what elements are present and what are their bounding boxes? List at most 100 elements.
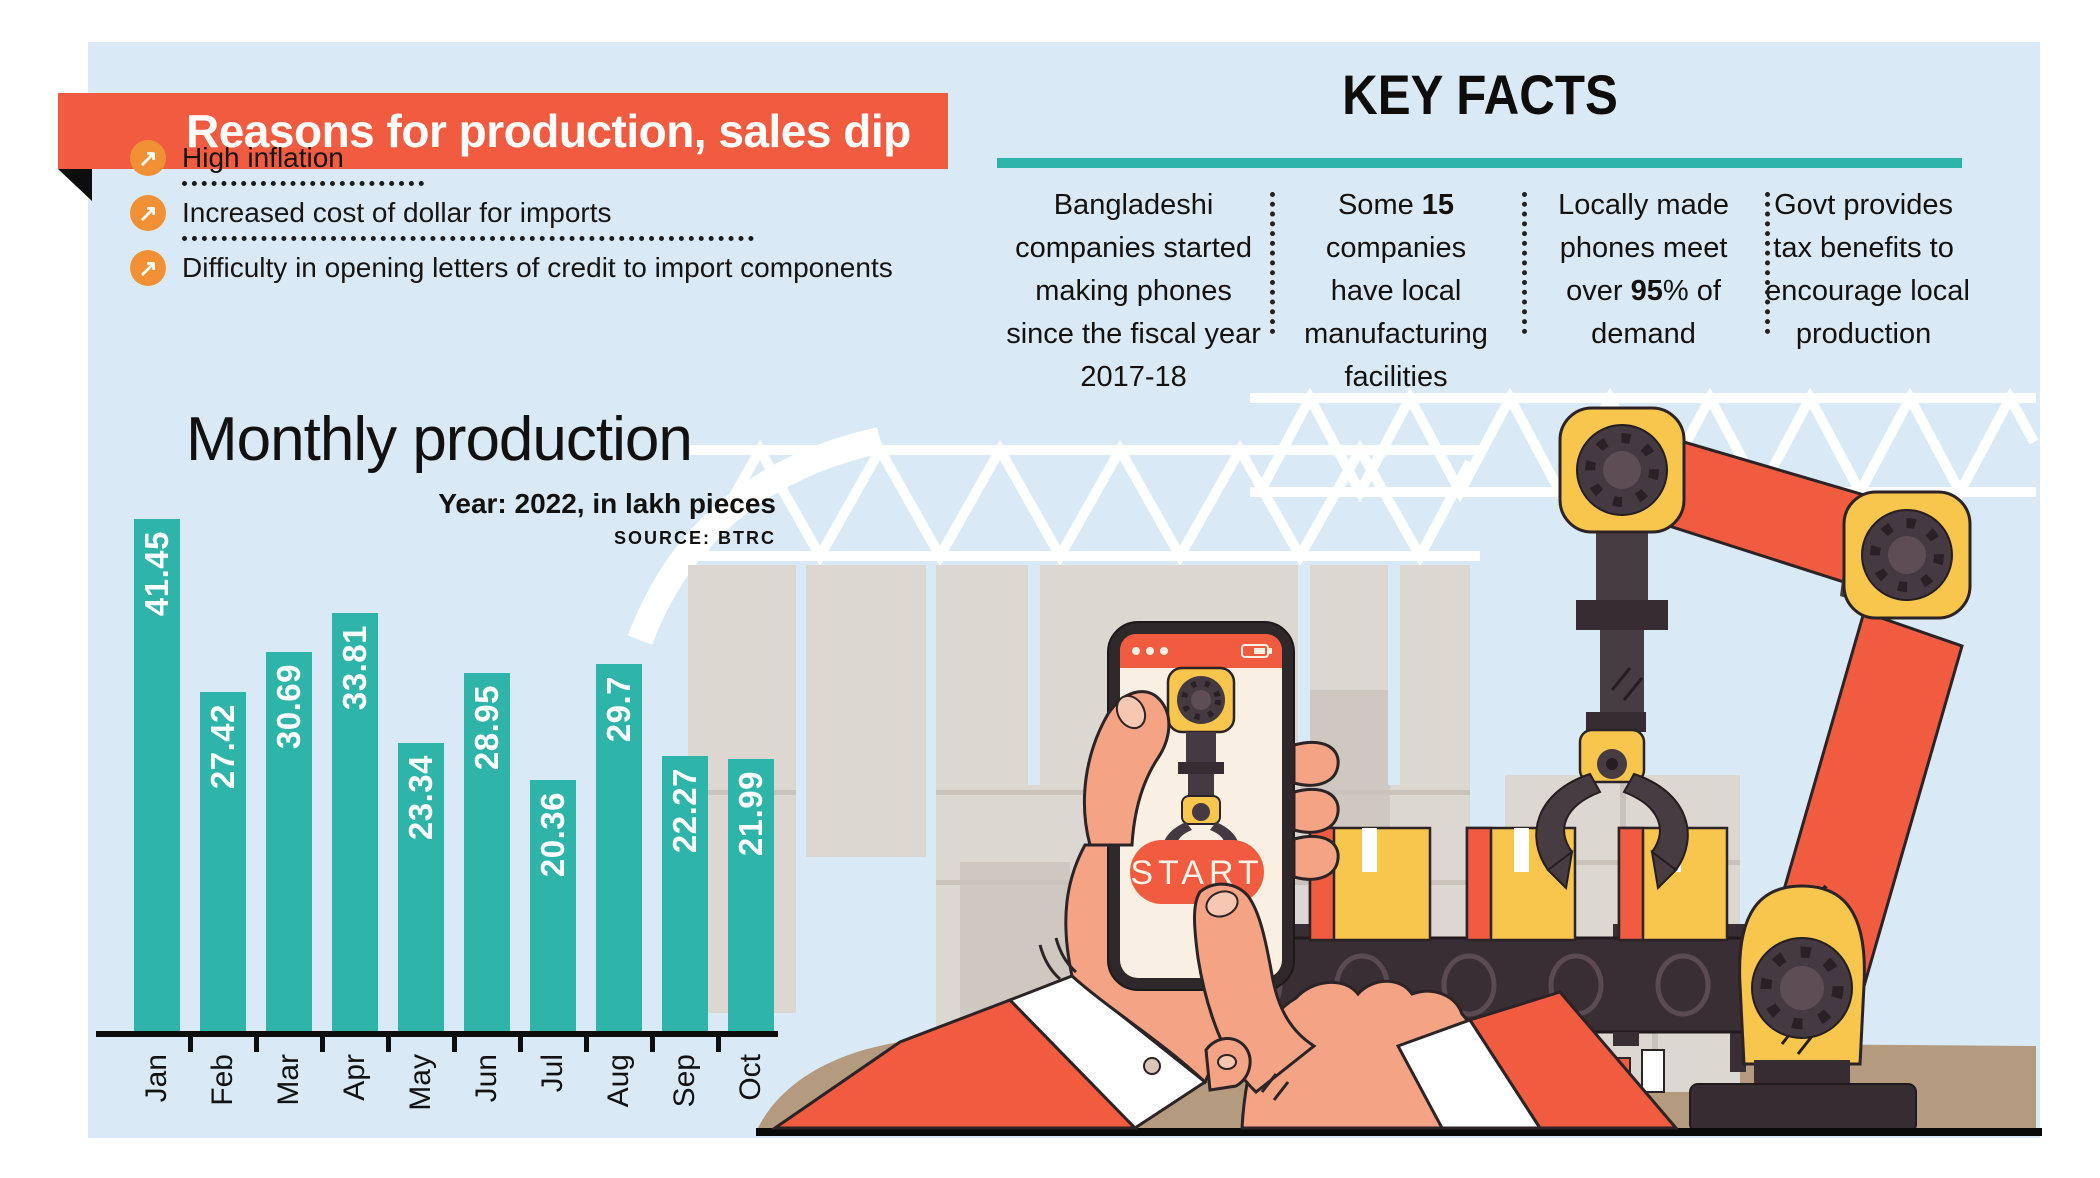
fact-line: Govt provides <box>1774 189 1954 221</box>
bar-value-label: 20.36 <box>534 792 571 878</box>
dotted-divider <box>1765 192 1770 334</box>
thumb <box>1082 690 1171 847</box>
fact-line: Locally made <box>1558 189 1729 221</box>
x-axis <box>96 1031 778 1037</box>
fact-line: over 95% of <box>1566 275 1721 307</box>
bar-value-label: 33.81 <box>336 625 373 711</box>
bar-chart: 41.45 27.42 30.69 33.81 23.34 28.95 20.36 29.7 2… <box>134 519 774 1031</box>
chart-title: Monthly production <box>186 405 693 474</box>
fact-line: Bangladeshi <box>1053 189 1214 221</box>
bar-value-label: 41.45 <box>138 531 175 617</box>
fact-line: Some 15 <box>1337 189 1455 221</box>
bar-value-label: 30.69 <box>270 664 307 750</box>
bar-value-label: 23.34 <box>402 755 439 841</box>
bar: 21.99 <box>728 759 774 1031</box>
bar: 27.42 <box>200 692 246 1031</box>
left-hand-fingers <box>1082 690 1340 881</box>
bar: 22.27 <box>662 756 708 1031</box>
fact-line: 2017-18 <box>1080 361 1187 393</box>
key-facts-underline <box>997 158 1962 168</box>
robot-arm <box>1535 406 1972 1133</box>
fact-column: Some 15 companies have local manufacturing f… <box>1270 184 1522 399</box>
dotted-divider <box>182 236 754 241</box>
fact-column: Govt provides tax benefits to encourage lo… <box>1765 184 1970 399</box>
bar-value-label: 29.7 <box>600 676 637 743</box>
thumb-nail <box>1115 694 1147 730</box>
bar: 30.69 <box>266 652 312 1031</box>
battery-icon <box>1241 644 1272 658</box>
month-label: Sep <box>668 1054 701 1108</box>
reason-label: Increased cost of dollar for imports <box>182 197 612 228</box>
start-button-label: START <box>1130 854 1263 892</box>
bar: 28.95 <box>464 673 510 1031</box>
axis-tick <box>254 1037 259 1052</box>
x-axis-labels: Jan Feb Mar Apr May Jun Jul Aug Sep Oct <box>134 1048 774 1138</box>
arrow-up-right-icon: ↗ <box>130 140 166 176</box>
month-label: Jan <box>140 1054 173 1103</box>
dotted-divider <box>1270 192 1275 334</box>
robot-pedestal <box>1689 884 1917 1133</box>
fact-line: encourage local <box>1765 275 1970 307</box>
fact-line: facilities <box>1344 361 1448 393</box>
month-label: Jun <box>470 1054 503 1103</box>
list-item: ↗ Difficulty in opening letters of credi… <box>130 246 893 290</box>
month-label: May <box>404 1054 437 1111</box>
bar: 33.81 <box>332 613 378 1031</box>
list-item: ↗ High inflation <box>130 136 893 180</box>
dotted-divider <box>1522 192 1527 334</box>
dotted-divider <box>182 181 424 186</box>
chart-source: SOURCE: BTRC <box>614 528 776 548</box>
axis-tick <box>320 1037 325 1052</box>
fact-column: Bangladeshi companies started making phone… <box>997 184 1270 399</box>
phone-claw-graphic <box>1162 666 1240 868</box>
reasons-list: ↗ High inflation ↗ Increased cost of dol… <box>130 136 893 290</box>
month-label: Apr <box>338 1054 371 1101</box>
bar-value-label: 27.42 <box>204 704 241 790</box>
bar: 41.45 <box>134 519 180 1031</box>
fact-line: since the fiscal year <box>1006 318 1261 350</box>
bar-value-label: 28.95 <box>468 685 505 771</box>
key-facts-title: KEY FACTS <box>1342 63 1618 126</box>
fact-line: phones meet <box>1559 232 1728 264</box>
axis-tick <box>188 1037 193 1052</box>
month-label: Oct <box>734 1054 767 1101</box>
ground-line <box>756 1128 2042 1136</box>
banner-title: Reasons for production, sales dip <box>186 105 911 157</box>
arrow-up-right-icon: ↗ <box>130 195 166 231</box>
fact-line: have local <box>1330 275 1462 307</box>
reason-label: High inflation <box>182 142 344 173</box>
right-hand <box>1193 882 1680 1130</box>
axis-tick <box>584 1037 589 1052</box>
banner: Reasons for production, sales dip <box>58 93 948 169</box>
robot-joint-shoulder <box>1558 406 1686 534</box>
month-label: Jul <box>536 1054 569 1093</box>
fact-line: demand <box>1591 318 1696 350</box>
month-label: Aug <box>602 1054 635 1108</box>
bar-value-label: 22.27 <box>666 768 703 854</box>
list-item: ↗ Increased cost of dollar for imports <box>130 191 893 235</box>
fact-line: companies <box>1325 232 1467 264</box>
fact-line: companies started <box>1015 232 1253 264</box>
fact-line: production <box>1795 318 1932 350</box>
key-facts-columns: Bangladeshi companies started making phone… <box>997 184 1970 399</box>
axis-tick <box>452 1037 457 1052</box>
bar: 23.34 <box>398 743 444 1031</box>
axis-tick <box>518 1037 523 1052</box>
bar-value-label: 21.99 <box>732 771 769 857</box>
robot-claw-arm <box>1535 525 1689 891</box>
fact-line: tax benefits to <box>1773 232 1954 264</box>
month-label: Feb <box>206 1054 239 1106</box>
browser-dots-icon <box>1132 647 1168 655</box>
axis-tick <box>716 1037 721 1052</box>
fact-column: Locally made phones meet over 95% of demand <box>1522 184 1765 399</box>
claw-icon <box>1535 772 1689 891</box>
axis-tick <box>650 1037 655 1052</box>
month-label: Mar <box>272 1054 305 1106</box>
fact-line: manufacturing <box>1304 318 1488 350</box>
bar: 20.36 <box>530 780 576 1031</box>
reason-label: Difficulty in opening letters of credit … <box>182 252 893 283</box>
index-finger-nail <box>1205 890 1239 918</box>
bar: 29.7 <box>596 664 642 1031</box>
